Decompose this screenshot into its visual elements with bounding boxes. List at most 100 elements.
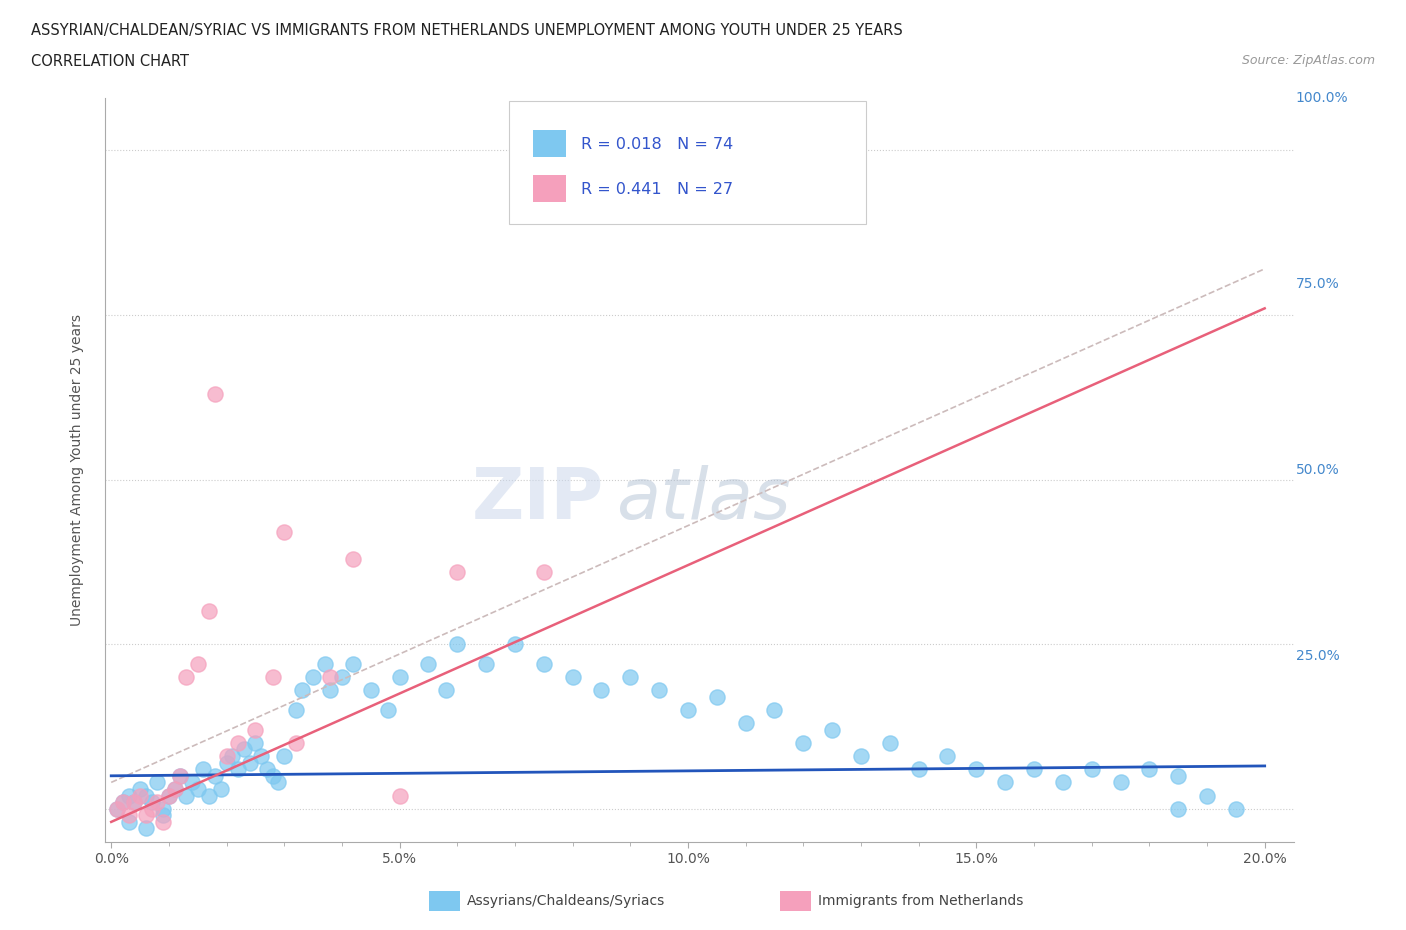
Point: [734, 716, 756, 731]
Text: Source: ZipAtlas.com: Source: ZipAtlas.com: [1241, 54, 1375, 67]
Point: [561, 670, 583, 684]
Y-axis label: Unemployment Among Youth under 25 years: Unemployment Among Youth under 25 years: [70, 313, 84, 626]
Point: [1052, 775, 1074, 790]
Point: [105, 802, 128, 817]
Text: 75.0%: 75.0%: [1296, 276, 1340, 291]
Point: [215, 755, 238, 770]
Point: [879, 736, 901, 751]
Point: [446, 565, 468, 579]
Point: [124, 795, 146, 810]
Point: [256, 762, 278, 777]
Point: [187, 657, 209, 671]
Point: [152, 815, 174, 830]
Point: [821, 723, 844, 737]
Point: [302, 670, 325, 684]
Point: [135, 808, 157, 823]
Point: [135, 821, 157, 836]
Point: [174, 788, 197, 803]
Point: [117, 788, 139, 803]
Point: [342, 657, 364, 671]
Point: [377, 702, 399, 717]
Point: [1022, 762, 1045, 777]
Point: [204, 387, 226, 402]
Point: [763, 702, 786, 717]
Point: [533, 657, 555, 671]
Point: [239, 755, 262, 770]
Point: [1167, 768, 1189, 783]
Point: [1195, 788, 1218, 803]
Point: [198, 604, 221, 618]
Point: [1167, 802, 1189, 817]
Point: [129, 781, 152, 796]
Text: R = 0.441   N = 27: R = 0.441 N = 27: [581, 181, 733, 196]
Point: [1137, 762, 1160, 777]
Point: [169, 768, 191, 783]
FancyBboxPatch shape: [533, 175, 567, 202]
Point: [319, 670, 342, 684]
Point: [965, 762, 987, 777]
Text: R = 0.018   N = 74: R = 0.018 N = 74: [581, 137, 733, 152]
Point: [388, 670, 411, 684]
Point: [475, 657, 498, 671]
Point: [284, 736, 307, 751]
Point: [141, 795, 163, 810]
Point: [245, 736, 267, 751]
Point: [706, 689, 728, 704]
Point: [117, 808, 139, 823]
Point: [117, 815, 139, 830]
Text: Assyrians/Chaldeans/Syriacs: Assyrians/Chaldeans/Syriacs: [467, 894, 665, 909]
Point: [1109, 775, 1132, 790]
Point: [135, 788, 157, 803]
Point: [342, 551, 364, 566]
Point: [157, 788, 180, 803]
Point: [533, 565, 555, 579]
Point: [648, 683, 671, 698]
Point: [1225, 802, 1247, 817]
Point: [193, 762, 215, 777]
Point: [129, 788, 152, 803]
Point: [936, 749, 959, 764]
Text: 25.0%: 25.0%: [1296, 648, 1340, 663]
Point: [267, 775, 290, 790]
Point: [221, 749, 243, 764]
Point: [619, 670, 641, 684]
Point: [262, 670, 284, 684]
Point: [163, 781, 186, 796]
Point: [994, 775, 1017, 790]
Point: [157, 788, 180, 803]
Point: [290, 683, 312, 698]
Point: [284, 702, 307, 717]
Point: [146, 775, 169, 790]
Text: Immigrants from Netherlands: Immigrants from Netherlands: [818, 894, 1024, 909]
Text: CORRELATION CHART: CORRELATION CHART: [31, 54, 188, 69]
Point: [245, 723, 267, 737]
Point: [591, 683, 613, 698]
Point: [418, 657, 440, 671]
Point: [388, 788, 411, 803]
Point: [124, 795, 146, 810]
Point: [273, 749, 295, 764]
Point: [111, 795, 134, 810]
Point: [273, 525, 295, 539]
Point: [105, 802, 128, 817]
Point: [360, 683, 382, 698]
Point: [262, 768, 284, 783]
Point: [152, 808, 174, 823]
Point: [181, 775, 204, 790]
Point: [146, 795, 169, 810]
Point: [226, 762, 249, 777]
Text: atlas: atlas: [616, 465, 792, 534]
Point: [503, 637, 526, 652]
Text: ZIP: ZIP: [472, 465, 605, 534]
Point: [250, 749, 273, 764]
Point: [174, 670, 197, 684]
Point: [187, 781, 209, 796]
Point: [209, 781, 232, 796]
Point: [676, 702, 699, 717]
Point: [907, 762, 929, 777]
Point: [163, 781, 186, 796]
Point: [141, 802, 163, 817]
Point: [198, 788, 221, 803]
Point: [152, 802, 174, 817]
Point: [434, 683, 457, 698]
